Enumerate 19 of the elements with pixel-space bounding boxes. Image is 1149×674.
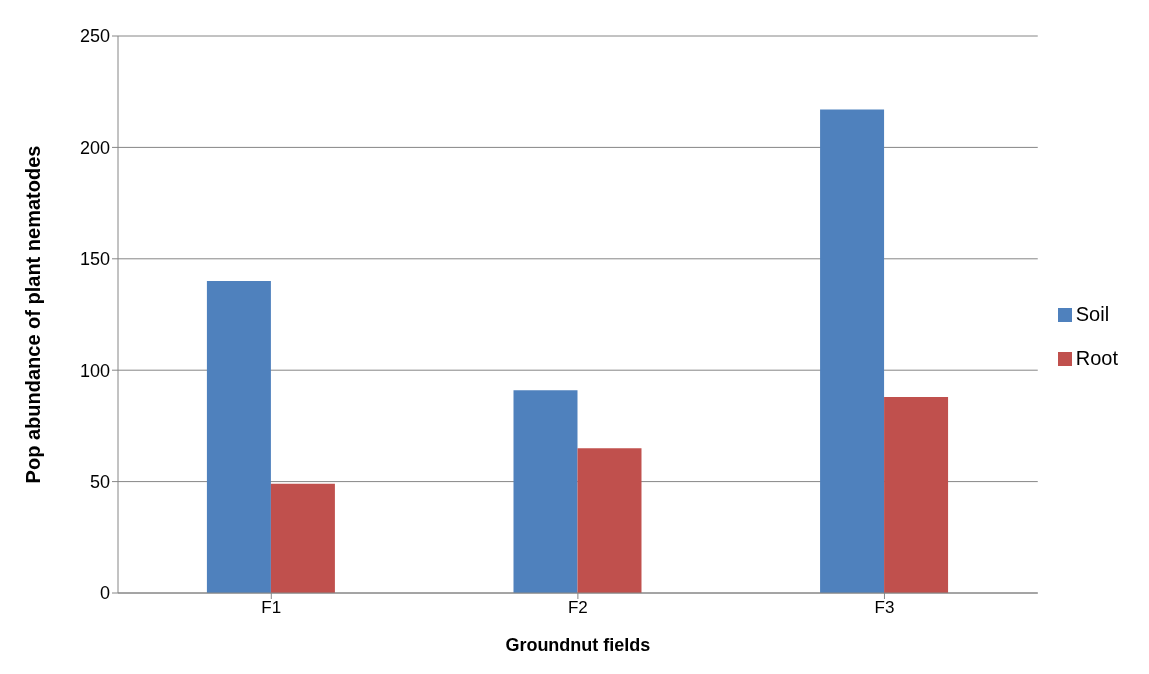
bar [820, 109, 885, 593]
y-tick-label: 200 [79, 137, 110, 158]
y-tick-label: 100 [79, 360, 110, 381]
bar [270, 483, 335, 593]
x-axis-title: Groundnut fields [505, 635, 651, 655]
y-tick-label: 250 [79, 26, 110, 47]
y-tick-label: 50 [89, 471, 110, 492]
legend-label: Soil [1075, 302, 1110, 325]
bar [577, 448, 642, 593]
bar [513, 390, 578, 593]
x-tick-label: F2 [567, 598, 588, 618]
x-tick-label: F3 [874, 598, 895, 618]
x-tick-label: F1 [261, 598, 282, 618]
bar [206, 281, 271, 593]
bar [884, 396, 949, 593]
y-tick-label: 0 [99, 583, 110, 604]
y-tick-label: 150 [79, 249, 110, 270]
y-axis-title: Pop abundance of plant nematodes [22, 145, 45, 484]
legend-label: Root [1075, 346, 1118, 369]
